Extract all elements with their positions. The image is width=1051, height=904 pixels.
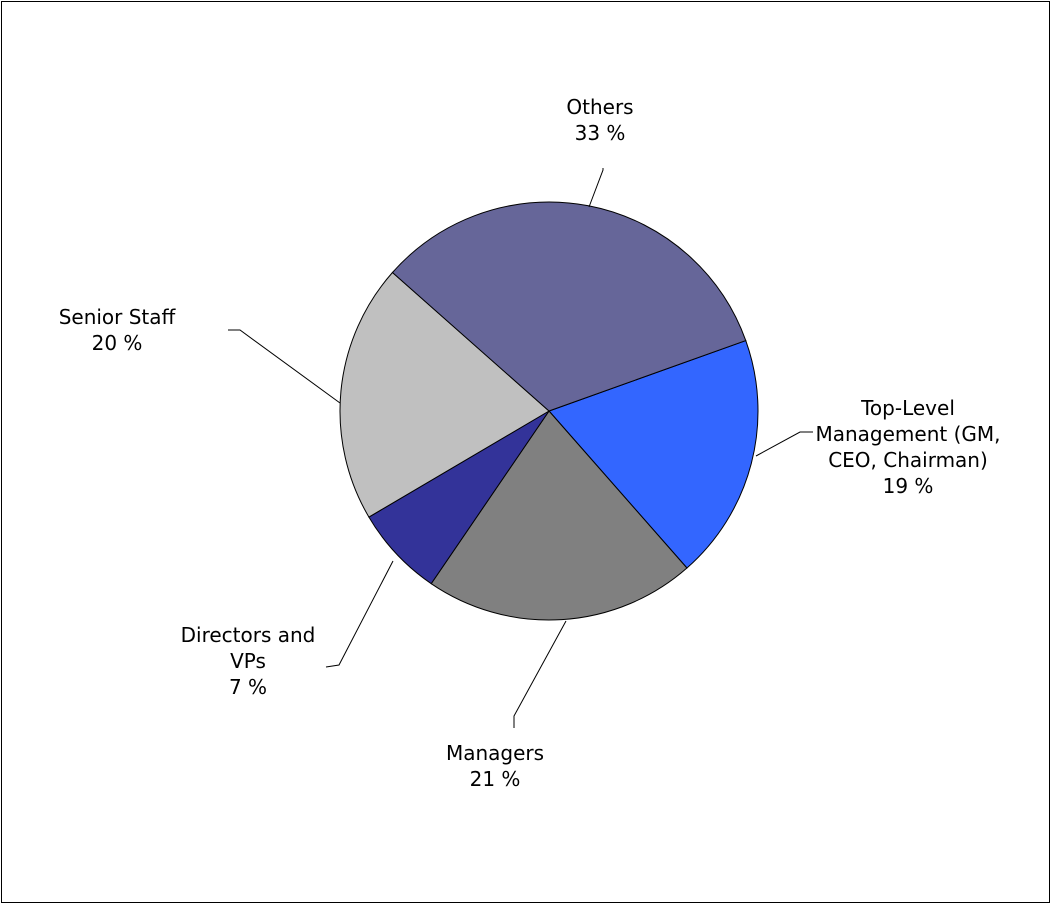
value-label: 19 % (882, 474, 934, 498)
leader-line (755, 431, 813, 457)
category-label: Directors and VPs (180, 623, 316, 673)
leader-line (513, 620, 567, 728)
category-label: Others (566, 95, 634, 119)
pie-slice (430, 410, 688, 621)
leader-line (588, 168, 604, 208)
value-label: 33 % (574, 121, 626, 145)
pie-slice (391, 201, 747, 412)
category-label: Top-Level Management (GM, CEO, Chairman) (815, 396, 1001, 472)
leader-line (325, 560, 394, 668)
value-label: 21 % (469, 767, 521, 791)
slice-label: Directors and VPs 7 % (173, 622, 323, 700)
value-label: 20 % (91, 331, 143, 355)
category-label: Senior Staff (58, 305, 176, 329)
pie-slice (548, 339, 759, 569)
pie-slice (339, 271, 550, 518)
slice-label: Top-Level Management (GM, CEO, Chairman)… (813, 395, 1003, 499)
leader-line (228, 329, 341, 404)
slice-label: Managers 21 % (395, 740, 595, 792)
value-label: 7 % (228, 675, 268, 699)
category-label: Managers (445, 741, 545, 765)
slice-label: Senior Staff 20 % (17, 304, 217, 356)
slice-label: Others 33 % (525, 94, 675, 146)
